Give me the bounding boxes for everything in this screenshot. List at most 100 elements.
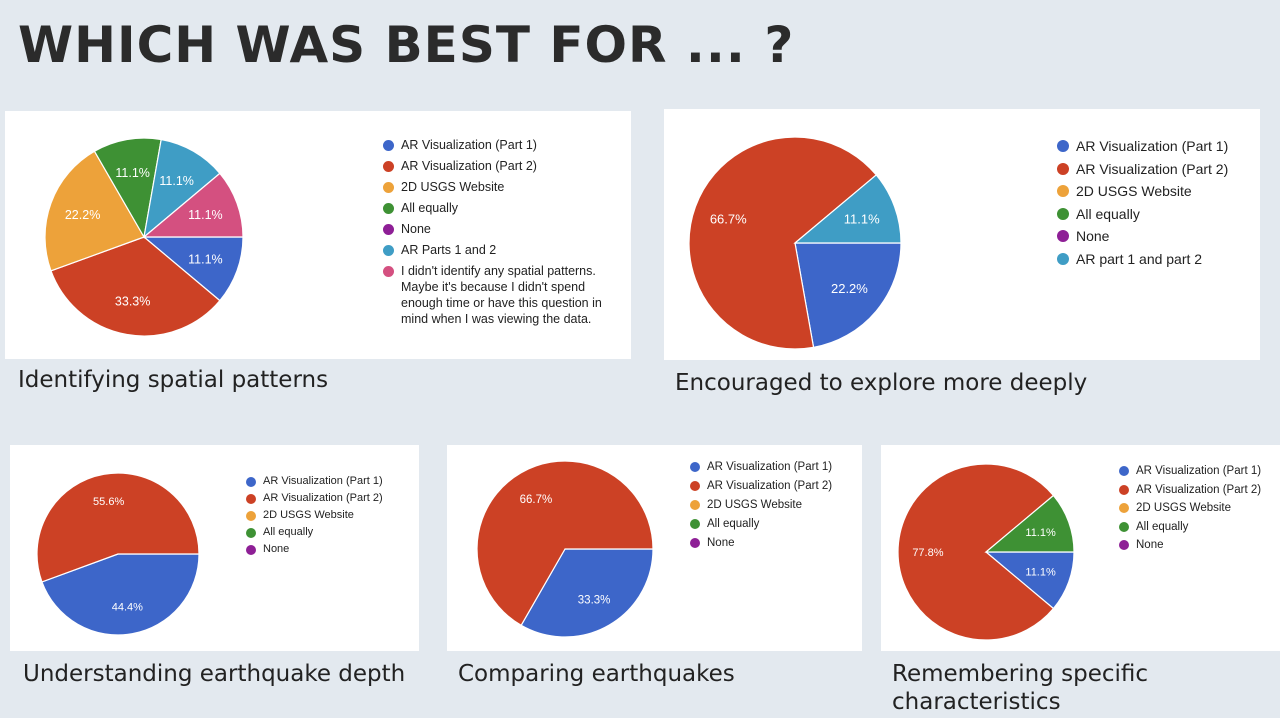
legend-swatch [690, 538, 700, 548]
legend-swatch [383, 203, 394, 214]
legend-spatial-patterns: AR Visualization (Part 1) AR Visualizatio… [383, 137, 623, 332]
legend-label: AR Visualization (Part 2) [707, 480, 833, 492]
legend-label: None [707, 537, 735, 549]
legend-remembering-characteristics: AR Visualization (Part 1) AR Visualizatio… [1119, 462, 1279, 555]
legend-item: AR Visualization (Part 2) [383, 158, 623, 174]
chart-panel-spatial-patterns: 11.1% 33.3% 22.2% 11.1% 11.1% 11.1% AR Visual… [5, 111, 631, 359]
chart-panel-earthquake-depth: 44.4% 55.6% AR Visualization (Part 1) AR V… [10, 445, 419, 651]
pie-chart-earthquake-depth: 44.4% 55.6% [36, 472, 200, 636]
slice-data-label: 33.3% [578, 594, 611, 606]
legend-item: AR Visualization (Part 1) [1119, 462, 1279, 481]
legend-item: AR Parts 1 and 2 [383, 242, 623, 258]
legend-label: All equally [707, 518, 760, 530]
legend-item: 2D USGS Website [246, 507, 416, 524]
legend-label: AR Visualization (Part 1) [263, 475, 383, 487]
legend-earthquake-depth: AR Visualization (Part 1) AR Visualizatio… [246, 473, 416, 558]
legend-item: None [383, 221, 623, 237]
legend-label: 2D USGS Website [707, 499, 803, 511]
pie-slice [688, 136, 878, 350]
pie-slice [520, 548, 654, 638]
legend-label: AR Visualization (Part 1) [707, 461, 833, 473]
slice-data-label: 55.6% [93, 496, 124, 508]
legend-label: All equally [1076, 205, 1140, 222]
legend-label: I didn't identify any spatial patterns. … [401, 264, 602, 326]
chart-caption-remembering-characteristics: Remembering specific characteristics [892, 661, 1149, 715]
legend-label: All equally [401, 201, 458, 215]
legend-label: 2D USGS Website [401, 180, 505, 194]
slice-data-label: 11.1% [1025, 527, 1056, 539]
slice-data-label: 11.1% [188, 253, 223, 267]
legend-swatch [1057, 140, 1069, 152]
legend-item: 2D USGS Website [383, 179, 623, 195]
pie-slice [143, 138, 221, 239]
chart-caption-comparing-earthquakes: Comparing earthquakes [458, 661, 735, 687]
legend-swatch [1119, 484, 1129, 495]
legend-label: None [263, 543, 290, 555]
legend-item: AR Visualization (Part 2) [1057, 158, 1257, 181]
slice-data-label: 11.1% [188, 208, 223, 222]
legend-label: All equally [263, 526, 314, 538]
legend-item: AR Visualization (Part 2) [246, 490, 416, 507]
legend-swatch [1057, 162, 1069, 175]
slice-data-label: 66.7% [710, 211, 747, 226]
legend-swatch [1057, 207, 1069, 220]
legend-label: None [401, 222, 431, 236]
page-title: WHICH WAS BEST FOR ... ? [18, 16, 795, 74]
legend-item: All equally [690, 515, 860, 534]
pie-chart-comparing-earthquakes: 33.3% 66.7% [476, 460, 654, 638]
legend-item: All equally [1057, 203, 1257, 226]
legend-swatch [383, 161, 394, 172]
legend-label: All equally [1136, 520, 1189, 533]
legend-label: None [1076, 228, 1110, 244]
legend-swatch [1119, 521, 1129, 532]
legend-item: I didn't identify any spatial patterns. … [383, 263, 623, 327]
legend-swatch [383, 245, 394, 256]
legend-label: AR Visualization (Part 2) [1076, 160, 1229, 177]
legend-swatch [1119, 540, 1129, 550]
legend-swatch [383, 140, 394, 151]
legend-label: AR Visualization (Part 2) [1136, 483, 1262, 496]
chart-panel-remembering-characteristics: 11.1% 77.8% 11.1% AR Visualization (Part 1… [881, 445, 1280, 651]
chart-panel-explore-deeply: 22.2% 66.7% 11.1% AR Visualization (Part 1… [664, 109, 1260, 360]
legend-item: AR Visualization (Part 2) [1119, 481, 1279, 500]
pie-chart-remembering-characteristics: 11.1% 77.8% 11.1% [897, 463, 1075, 641]
legend-item: None [246, 541, 416, 558]
legend-comparing-earthquakes: AR Visualization (Part 1) AR Visualizatio… [690, 458, 860, 553]
legend-swatch [1119, 503, 1129, 513]
legend-item: None [1119, 536, 1279, 555]
pie-slice [476, 460, 654, 627]
slice-data-label: 11.1% [159, 174, 194, 188]
legend-swatch [1057, 252, 1069, 265]
pie-slice [984, 494, 1075, 553]
legend-item: None [1057, 225, 1257, 248]
pie-chart-spatial-patterns: 11.1% 33.3% 22.2% 11.1% 11.1% 11.1% [44, 137, 244, 337]
pie-slice [142, 172, 244, 238]
slice-data-label: 11.1% [115, 166, 150, 180]
slice-data-label: 77.8% [912, 547, 943, 559]
legend-item: AR part 1 and part 2 [1057, 248, 1257, 271]
legend-label: AR Visualization (Part 1) [1076, 138, 1229, 154]
slice-data-label: 11.1% [844, 211, 880, 226]
legend-swatch [1119, 466, 1129, 476]
legend-swatch [690, 462, 700, 472]
legend-label: AR Visualization (Part 1) [401, 138, 537, 152]
legend-label: 2D USGS Website [1136, 502, 1232, 514]
legend-label: AR Parts 1 and 2 [401, 243, 497, 257]
legend-label: AR Visualization (Part 2) [401, 159, 537, 173]
legend-label: 2D USGS Website [263, 509, 354, 521]
pie-slice [794, 242, 902, 349]
legend-label: AR Visualization (Part 1) [1136, 465, 1262, 477]
pie-slice [36, 472, 200, 583]
slice-data-label: 11.1% [1025, 567, 1056, 579]
legend-swatch [383, 182, 394, 193]
legend-swatch [246, 511, 256, 521]
pie-slice [44, 150, 145, 272]
legend-item: 2D USGS Website [1119, 499, 1279, 518]
legend-swatch [246, 477, 256, 487]
legend-swatch [383, 224, 394, 235]
legend-item: All equally [1119, 518, 1279, 537]
pie-chart-explore-deeply: 22.2% 66.7% 11.1% [688, 136, 902, 350]
pie-slice [41, 553, 200, 636]
pie-slice [93, 137, 162, 239]
pie-slice [793, 174, 902, 244]
